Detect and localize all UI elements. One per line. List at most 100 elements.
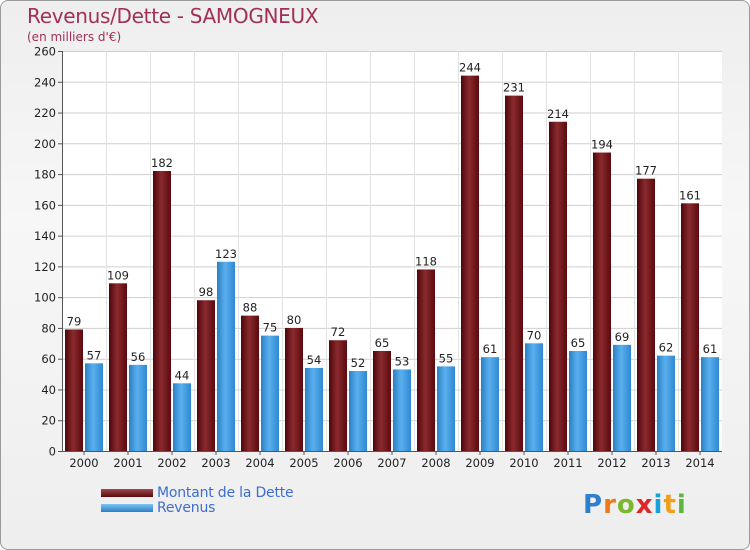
y-tick-label-120: 120: [34, 260, 56, 274]
x-tick-label-2009: 2009: [465, 456, 494, 470]
bar-debt-2008: [417, 269, 435, 451]
bar-debt-2012: [593, 152, 611, 452]
value-label-revenue-2014: 61: [703, 342, 718, 356]
logo-letter: i: [676, 490, 687, 520]
value-label-revenue-2013: 62: [659, 341, 674, 355]
bar-revenue-2004: [261, 335, 279, 451]
logo-letter: P: [583, 490, 604, 520]
x-tick-label-2002: 2002: [157, 456, 186, 470]
chart-title: Revenus/Dette - SAMOGNEUX: [27, 4, 319, 28]
legend: Montant de la Dette Revenus: [101, 484, 294, 516]
x-tick-label-2001: 2001: [113, 456, 142, 470]
value-label-debt-2013: 177: [635, 164, 657, 178]
logo-letter: r: [603, 490, 617, 520]
x-tick-label-2014: 2014: [685, 456, 714, 470]
proxiti-logo: Proxiti: [583, 490, 687, 520]
value-label-revenue-2007: 53: [395, 354, 410, 368]
bar-debt-2011: [549, 121, 567, 452]
bar-revenue-2012: [613, 344, 631, 451]
y-tick-label-200: 200: [34, 137, 56, 151]
logo-letter: x: [635, 490, 654, 520]
bar-revenue-2007: [393, 369, 411, 451]
value-label-revenue-2010: 70: [527, 328, 542, 342]
bar-revenue-2013: [657, 355, 675, 451]
chart-subtitle: (en milliers d'€): [27, 30, 122, 44]
value-label-debt-2004: 88: [243, 301, 258, 315]
y-tick-label-80: 80: [41, 321, 56, 335]
y-tick-label-140: 140: [34, 229, 56, 243]
x-tick-label-2005: 2005: [289, 456, 318, 470]
value-label-revenue-2004: 75: [263, 321, 278, 335]
x-tick-label-2003: 2003: [201, 456, 230, 470]
logo-letter: i: [653, 490, 664, 520]
bars: [65, 75, 719, 452]
value-label-debt-2012: 194: [591, 138, 613, 152]
x-tick-label-2007: 2007: [377, 456, 406, 470]
bar-debt-2001: [109, 283, 127, 451]
bar-debt-2002: [153, 171, 171, 451]
bar-revenue-2008: [437, 366, 455, 451]
bar-debt-2009: [461, 75, 479, 451]
y-tick-label-100: 100: [34, 291, 56, 305]
value-label-debt-2007: 65: [375, 336, 390, 350]
value-label-debt-2005: 80: [287, 313, 302, 327]
value-label-debt-2006: 72: [331, 325, 346, 339]
bar-revenue-2002: [173, 383, 191, 451]
bar-debt-2007: [373, 351, 391, 451]
bar-debt-2003: [197, 300, 215, 451]
legend-label-revenue: Revenus: [157, 499, 216, 516]
bar-revenue-2001: [129, 364, 147, 451]
y-tick-label-60: 60: [41, 352, 56, 366]
value-label-revenue-2001: 56: [131, 350, 146, 364]
legend-swatch-revenue: [101, 503, 153, 512]
bar-revenue-2005: [305, 367, 323, 451]
value-label-revenue-2012: 69: [615, 330, 630, 344]
y-tick-label-20: 20: [41, 414, 56, 428]
legend-label-debt: Montant de la Dette: [157, 484, 294, 501]
value-label-debt-2002: 182: [151, 156, 173, 170]
legend-item-debt: Montant de la Dette: [101, 484, 294, 501]
y-tick-label-180: 180: [34, 168, 56, 182]
x-tick-label-2006: 2006: [333, 456, 362, 470]
grid-lines: [62, 51, 722, 451]
bar-debt-2006: [329, 340, 347, 451]
bar-revenue-2010: [525, 343, 543, 451]
logo-letter: t: [663, 490, 677, 520]
x-tick-label-2013: 2013: [641, 456, 670, 470]
legend-swatch-debt: [101, 488, 153, 497]
logo-letter: o: [616, 490, 636, 520]
bar-revenue-2014: [701, 357, 719, 451]
y-tick-label-220: 220: [34, 106, 56, 120]
bar-revenue-2009: [481, 357, 499, 451]
value-label-revenue-2003: 123: [215, 247, 237, 261]
data-labels: 79 57 109 56 182 44 98 123 88 75 80 54 72 52 65 53 118 55…: [67, 61, 718, 383]
bar-debt-2013: [637, 178, 655, 451]
value-label-debt-2008: 118: [415, 254, 437, 268]
value-label-debt-2009: 244: [459, 61, 481, 75]
x-tick-label-2011: 2011: [553, 456, 582, 470]
bar-debt-2004: [241, 315, 259, 451]
value-label-revenue-2002: 44: [175, 368, 190, 382]
bar-revenue-2006: [349, 371, 367, 451]
y-tick-label-240: 240: [34, 75, 56, 89]
axes: 0 20 40 60 80 100 120 140 160 180 200 220 240 260 2000…: [34, 45, 722, 470]
bar-debt-2010: [505, 95, 523, 451]
legend-item-revenue: Revenus: [101, 499, 293, 516]
x-tick-label-2010: 2010: [509, 456, 538, 470]
value-label-revenue-2009: 61: [483, 342, 498, 356]
value-label-debt-2011: 214: [547, 107, 569, 121]
value-label-revenue-2005: 54: [307, 353, 322, 367]
bar-debt-2000: [65, 329, 83, 451]
value-label-debt-2001: 109: [107, 268, 129, 282]
value-label-debt-2010: 231: [503, 81, 525, 95]
bar-debt-2014: [681, 203, 699, 451]
x-tick-label-2008: 2008: [421, 456, 450, 470]
y-tick-label-160: 160: [34, 198, 56, 212]
y-tick-label-40: 40: [41, 383, 56, 397]
x-tick-label-2004: 2004: [245, 456, 274, 470]
bar-debt-2005: [285, 327, 303, 451]
x-tick-label-2012: 2012: [597, 456, 626, 470]
y-tick-label-260: 260: [34, 45, 56, 59]
